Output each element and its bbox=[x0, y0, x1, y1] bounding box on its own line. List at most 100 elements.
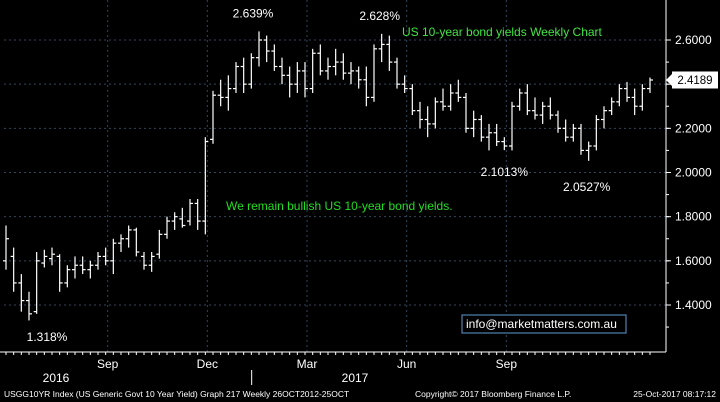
footer-index-info: USGG10YR Index (US Generic Govt 10 Year … bbox=[4, 389, 350, 399]
ohlc-bar bbox=[417, 101, 423, 129]
ohlc-bar bbox=[478, 115, 485, 142]
ohlc-bar bbox=[56, 254, 63, 292]
ohlc-bar bbox=[401, 75, 408, 93]
ohlc-bar bbox=[64, 265, 71, 288]
ohlc-bar bbox=[95, 252, 101, 270]
ohlc-bar bbox=[110, 238, 117, 275]
ohlc-bar bbox=[194, 199, 201, 230]
ohlc-bar bbox=[233, 62, 239, 93]
ohlc-bar bbox=[424, 106, 431, 138]
annotation-label: 1.318% bbox=[27, 330, 68, 344]
ohlc-bar bbox=[532, 97, 538, 120]
ohlc-bar bbox=[447, 84, 454, 111]
ohlc-bar bbox=[578, 123, 584, 155]
price-bars bbox=[3, 31, 653, 321]
ohlc-bar bbox=[49, 247, 55, 266]
x-tick-labels: Sep Dec Mar Jun Sep 2016 2017 bbox=[5, 352, 651, 385]
ohlc-bar bbox=[302, 62, 308, 98]
contact-email[interactable]: info@marketmatters.com.au bbox=[466, 317, 617, 331]
ohlc-bar bbox=[225, 75, 232, 111]
ohlc-bar bbox=[79, 256, 86, 275]
ohlc-bar bbox=[647, 77, 653, 93]
ohlc-bar bbox=[340, 53, 347, 80]
ohlc-bar bbox=[355, 66, 362, 89]
ohlc-bar bbox=[509, 101, 515, 151]
ohlc-bar bbox=[394, 57, 400, 89]
ohlc-bar bbox=[332, 48, 339, 76]
ohlc-bar bbox=[593, 115, 600, 151]
ohlc-bar bbox=[102, 247, 109, 266]
ohlc-bar bbox=[263, 35, 270, 63]
ohlc-bar bbox=[378, 33, 385, 63]
x-month-label: Jun bbox=[397, 357, 416, 371]
ohlc-bar bbox=[386, 35, 393, 71]
last-value-box bbox=[672, 71, 718, 89]
ohlc-bar bbox=[555, 110, 561, 133]
annotation-label: 2.1013% bbox=[481, 165, 529, 179]
y-tick-label: 1.8000 bbox=[675, 210, 712, 224]
ohlc-bar bbox=[463, 93, 469, 133]
ohlc-bar bbox=[240, 57, 247, 93]
y-tick-label: 1.6000 bbox=[675, 254, 712, 268]
ohlc-bar bbox=[41, 249, 48, 268]
ohlc-bar bbox=[325, 57, 331, 80]
ohlc-bar bbox=[547, 97, 554, 120]
ohlc-bar bbox=[118, 234, 124, 252]
ohlc-bar bbox=[294, 62, 301, 93]
ohlc-bar bbox=[309, 48, 316, 93]
ohlc-bar bbox=[187, 199, 193, 226]
x-month-label: Sep bbox=[97, 357, 119, 371]
ohlc-bar bbox=[217, 79, 224, 107]
ohlc-bar bbox=[608, 97, 615, 116]
ohlc-bar bbox=[33, 252, 40, 314]
x-month-label: Sep bbox=[496, 357, 518, 371]
ohlc-bar bbox=[486, 123, 492, 151]
ohlc-bar bbox=[286, 66, 293, 98]
ohlc-bar bbox=[470, 110, 477, 138]
annotation-label: 2.628% bbox=[359, 9, 400, 23]
x-year-label: 2016 bbox=[43, 371, 70, 385]
ohlc-bar bbox=[616, 84, 623, 107]
grid-lines bbox=[4, 0, 666, 352]
last-value-label: 2.4189 bbox=[677, 75, 712, 87]
ohlc-bar bbox=[639, 84, 646, 111]
ohlc-bar bbox=[562, 119, 569, 142]
ohlc-bar bbox=[317, 44, 324, 76]
ohlc-bar bbox=[210, 90, 216, 144]
ohlc-bar bbox=[72, 256, 78, 279]
ohlc-bar bbox=[493, 123, 500, 146]
ohlc-bar bbox=[455, 79, 462, 102]
ohlc-bar bbox=[10, 247, 17, 292]
annotation-label: 2.639% bbox=[233, 6, 274, 20]
ohlc-bar bbox=[256, 31, 262, 67]
ohlc-bar bbox=[279, 57, 285, 85]
ohlc-bar bbox=[440, 88, 446, 111]
ohlc-bar bbox=[3, 225, 9, 270]
y-tick-label: 2.2000 bbox=[675, 121, 712, 135]
last-value-marker: 2.4189 bbox=[666, 71, 718, 89]
x-month-label: Mar bbox=[297, 357, 318, 371]
x-month-label: Dec bbox=[197, 357, 218, 371]
x-year-label: 2017 bbox=[342, 371, 369, 385]
ohlc-bar bbox=[125, 225, 132, 248]
ohlc-bar bbox=[371, 44, 377, 102]
ohlc-bar bbox=[363, 66, 370, 107]
ohlc-bar bbox=[271, 44, 278, 71]
ohlc-bar bbox=[585, 141, 592, 161]
ohlc-bar bbox=[624, 81, 630, 102]
ohlc-bar bbox=[133, 227, 140, 257]
axes bbox=[0, 0, 667, 353]
ohlc-bar bbox=[516, 88, 523, 111]
ohlc-bar bbox=[202, 137, 209, 235]
footer-bar: USGG10YR Index (US Generic Govt 10 Year … bbox=[0, 385, 720, 402]
y-tick-label: 2.0000 bbox=[675, 166, 712, 180]
contact-box bbox=[461, 314, 627, 334]
ohlc-bar bbox=[524, 84, 531, 116]
ohlc-bar bbox=[570, 123, 577, 142]
ohlc-bar bbox=[87, 260, 94, 279]
y-tick-label: 1.4000 bbox=[675, 298, 712, 312]
ohlc-bar bbox=[539, 101, 546, 124]
ohlc-bar bbox=[631, 88, 638, 116]
